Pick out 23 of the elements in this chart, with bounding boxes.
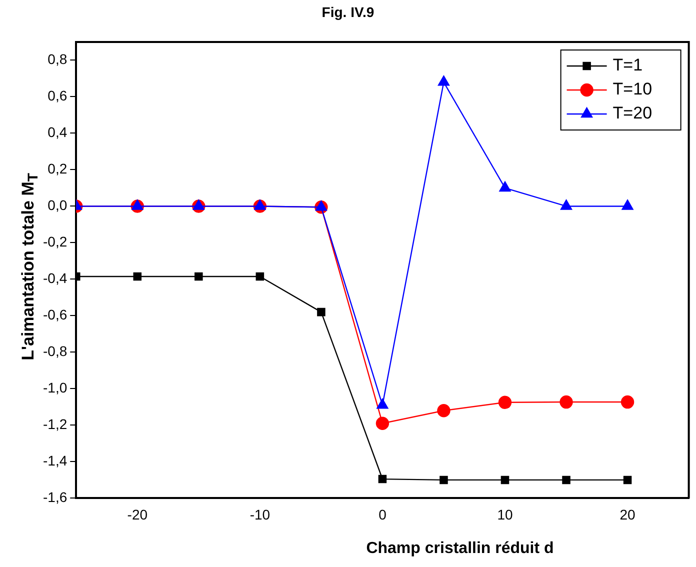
legend-label: T=1 xyxy=(612,56,643,75)
y-tick-label: 0,4 xyxy=(48,124,68,140)
y-tick-label: 0,2 xyxy=(48,160,68,177)
y-tick-label: -1,4 xyxy=(43,452,68,469)
x-axis-title: Champ cristallin réduit d xyxy=(365,540,555,558)
y-tick-label: -0,6 xyxy=(43,306,68,323)
x-tick-label: 20 xyxy=(620,506,636,522)
y-tick-label: 0,8 xyxy=(48,51,68,68)
y-tick-label: -0,8 xyxy=(43,343,68,360)
x-tick-label: 10 xyxy=(497,506,513,522)
x-tick-label: -10 xyxy=(250,506,270,522)
legend-label: T=10 xyxy=(612,80,652,99)
y-tick-label: -0,4 xyxy=(43,270,68,286)
y-tick-label: -1,2 xyxy=(43,416,68,432)
y-tick-label: -1,0 xyxy=(43,380,68,396)
y-tick-label: -1,6 xyxy=(43,489,68,506)
y-tick-label: 0,6 xyxy=(48,88,68,104)
chart-title: Fig. IV.9 xyxy=(320,4,376,20)
y-tick-label: 0,0 xyxy=(48,197,68,214)
legend-label: T=20 xyxy=(612,104,652,123)
x-tick-label: -20 xyxy=(127,506,148,522)
y-tick-label: -0,2 xyxy=(43,234,68,250)
x-tick-label: 0 xyxy=(378,506,387,522)
